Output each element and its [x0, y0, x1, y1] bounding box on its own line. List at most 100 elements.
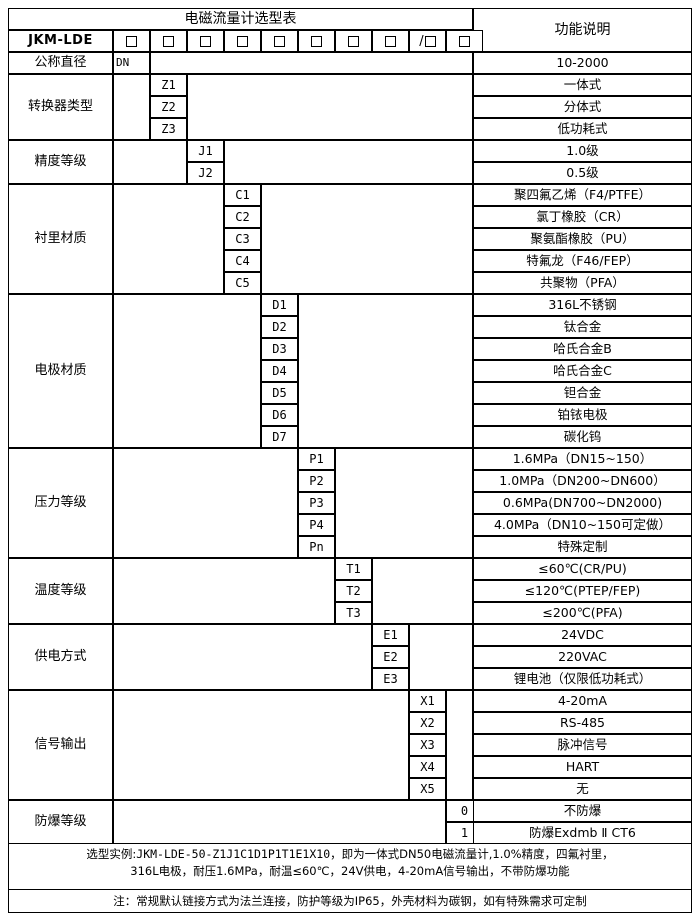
option-code-信号输出-X5[interactable]: X5 — [409, 778, 446, 800]
option-description-信号输出-X5: 无 — [473, 778, 692, 800]
blank-right-8 — [409, 624, 473, 690]
option-description-供电方式-E3: 锂电池（仅限低功耗式） — [473, 668, 692, 690]
option-code-供电方式-E3[interactable]: E3 — [372, 668, 409, 690]
example-line1-rest: ，即为一体式DN50电磁流量计,1.0%精度，四氟衬里， — [330, 847, 614, 861]
option-code-电极材质-D6[interactable]: D6 — [261, 404, 298, 426]
option-description-电极材质-D5: 钽合金 — [473, 382, 692, 404]
option-code-压力等级-P2[interactable]: P2 — [298, 470, 335, 492]
option-code-衬里材质-C2[interactable]: C2 — [224, 206, 261, 228]
code-box-4[interactable] — [224, 30, 261, 52]
option-code-转换器类型-Z2[interactable]: Z2 — [150, 96, 187, 118]
example-model-code: JKM-LDE-50-Z1J1C1D1P1T1E1X10 — [136, 847, 331, 861]
blank-left-5 — [113, 294, 261, 448]
code-box-7[interactable] — [335, 30, 372, 52]
row-category-2: 转换器类型 — [8, 74, 113, 140]
option-code-信号输出-X3[interactable]: X3 — [409, 734, 446, 756]
option-description-电极材质-D3: 哈氏合金B — [473, 338, 692, 360]
checkbox-icon[interactable] — [459, 35, 470, 47]
blank-left-2 — [113, 74, 150, 140]
option-code-精度等级-J2[interactable]: J2 — [187, 162, 224, 184]
checkbox-icon[interactable] — [163, 35, 174, 47]
option-description-电极材质-D7: 碳化钨 — [473, 426, 692, 448]
option-description-供电方式-E2: 220VAC — [473, 646, 692, 668]
option-description-转换器类型-Z2: 分体式 — [473, 96, 692, 118]
option-code-压力等级-P1[interactable]: P1 — [298, 448, 335, 470]
selection-table-sheet: 电磁流量计选型表 功能说明 JKM-LDE / 公称直径 DN 10-2000 转换器类型 Z1… — [8, 8, 692, 913]
code-box-5[interactable] — [261, 30, 298, 52]
row-category-5: 电极材质 — [8, 294, 113, 448]
example-line2: 316L电极，耐压1.6MPa，耐温≤60℃，24V供电，4-20mA信号输出，… — [130, 863, 570, 878]
option-code-转换器类型-Z1[interactable]: Z1 — [150, 74, 187, 96]
option-description-衬里材质-C2: 氯丁橡胶（CR） — [473, 206, 692, 228]
option-code-压力等级-P3[interactable]: P3 — [298, 492, 335, 514]
option-description-衬里材质-C1: 聚四氟乙烯（F4/PTFE） — [473, 184, 692, 206]
option-description-电极材质-D2: 钛合金 — [473, 316, 692, 338]
blank-right-4 — [261, 184, 473, 294]
code-box-3[interactable] — [187, 30, 224, 52]
option-description-电极材质-D4: 哈氏合金C — [473, 360, 692, 382]
option-code-供电方式-E1[interactable]: E1 — [372, 624, 409, 646]
row-category-3: 精度等级 — [8, 140, 113, 184]
option-code-温度等级-T2[interactable]: T2 — [335, 580, 372, 602]
option-code-精度等级-J1[interactable]: J1 — [187, 140, 224, 162]
option-code-压力等级-Pn[interactable]: Pn — [298, 536, 335, 558]
general-remark-note: 注：常规默认链接方式为法兰连接，防护等级为IP65，外壳材料为碳钢，如有特殊需求… — [8, 890, 692, 913]
code-box-9[interactable]: / — [409, 30, 446, 52]
selection-example-note: 选型实例:JKM-LDE-50-Z1J1C1D1P1T1E1X10，即为一体式D… — [8, 844, 692, 890]
row-category-7: 温度等级 — [8, 558, 113, 624]
code-box-8[interactable] — [372, 30, 409, 52]
option-code-信号输出-X2[interactable]: X2 — [409, 712, 446, 734]
option-code-信号输出-X4[interactable]: X4 — [409, 756, 446, 778]
option-description-衬里材质-C4: 特氟龙（F46/FEP） — [473, 250, 692, 272]
option-description-信号输出-X4: HART — [473, 756, 692, 778]
option-code-温度等级-T3[interactable]: T3 — [335, 602, 372, 624]
checkbox-icon[interactable] — [126, 35, 137, 47]
option-code-公称直径-DN[interactable]: DN — [113, 52, 150, 74]
row-category-6: 压力等级 — [8, 448, 113, 558]
checkbox-icon[interactable] — [200, 35, 211, 47]
option-description-温度等级-T3: ≤200℃(PFA) — [473, 602, 692, 624]
option-description-信号输出-X1: 4-20mA — [473, 690, 692, 712]
option-code-电极材质-D7[interactable]: D7 — [261, 426, 298, 448]
slash-separator: / — [419, 33, 424, 49]
blank-left-10 — [113, 800, 446, 844]
option-description-精度等级-J1: 1.0级 — [473, 140, 692, 162]
option-code-电极材质-D5[interactable]: D5 — [261, 382, 298, 404]
option-code-电极材质-D2[interactable]: D2 — [261, 316, 298, 338]
option-code-衬里材质-C4[interactable]: C4 — [224, 250, 261, 272]
option-code-衬里材质-C1[interactable]: C1 — [224, 184, 261, 206]
option-code-电极材质-D1[interactable]: D1 — [261, 294, 298, 316]
code-box-10[interactable] — [446, 30, 483, 52]
option-code-电极材质-D3[interactable]: D3 — [261, 338, 298, 360]
blank-left-7 — [113, 558, 335, 624]
option-code-压力等级-P4[interactable]: P4 — [298, 514, 335, 536]
blank-left-6 — [113, 448, 298, 558]
option-code-电极材质-D4[interactable]: D4 — [261, 360, 298, 382]
option-description-压力等级-Pn: 特殊定制 — [473, 536, 692, 558]
option-code-转换器类型-Z3[interactable]: Z3 — [150, 118, 187, 140]
option-description-压力等级-P4: 4.0MPa（DN10~150可定做） — [473, 514, 692, 536]
row-category-8: 供电方式 — [8, 624, 113, 690]
checkbox-icon[interactable] — [311, 35, 322, 47]
code-box-6[interactable] — [298, 30, 335, 52]
option-code-衬里材质-C3[interactable]: C3 — [224, 228, 261, 250]
checkbox-icon[interactable] — [237, 35, 248, 47]
code-box-1[interactable] — [113, 30, 150, 52]
blank-right-5 — [298, 294, 473, 448]
blank-right-7 — [372, 558, 473, 624]
row-category-4: 衬里材质 — [8, 184, 113, 294]
model-prefix-label: JKM-LDE — [8, 30, 113, 52]
checkbox-icon[interactable] — [424, 35, 436, 47]
option-code-温度等级-T1[interactable]: T1 — [335, 558, 372, 580]
checkbox-icon[interactable] — [385, 35, 396, 47]
blank-left-3 — [113, 140, 187, 184]
checkbox-icon[interactable] — [274, 35, 285, 47]
row-category-9: 信号输出 — [8, 690, 113, 800]
code-box-2[interactable] — [150, 30, 187, 52]
option-code-供电方式-E2[interactable]: E2 — [372, 646, 409, 668]
checkbox-icon[interactable] — [348, 35, 359, 47]
option-description-精度等级-J2: 0.5级 — [473, 162, 692, 184]
option-code-衬里材质-C5[interactable]: C5 — [224, 272, 261, 294]
option-description-衬里材质-C3: 聚氨酯橡胶（PU） — [473, 228, 692, 250]
option-code-信号输出-X1[interactable]: X1 — [409, 690, 446, 712]
